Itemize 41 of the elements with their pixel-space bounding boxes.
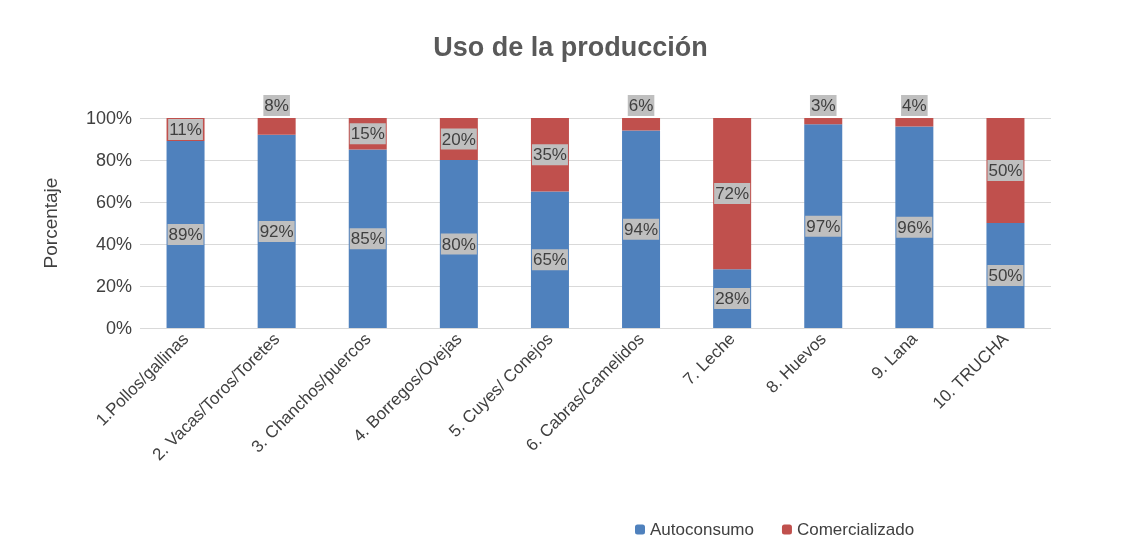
data-label: 50% bbox=[988, 161, 1023, 180]
data-label: 11% bbox=[169, 120, 202, 140]
bar bbox=[348, 149, 387, 328]
data-label: 15% bbox=[350, 124, 385, 144]
data-label: 96% bbox=[897, 217, 932, 237]
data-label: 94% bbox=[624, 219, 659, 239]
bar bbox=[804, 124, 843, 328]
y-tick-label: 60% bbox=[95, 192, 132, 212]
bar bbox=[166, 141, 205, 328]
data-label: 8% bbox=[264, 96, 289, 115]
bar bbox=[804, 118, 843, 125]
bar bbox=[895, 126, 934, 328]
chart-title: Uso de la producción bbox=[433, 31, 708, 62]
y-tick-label: 0% bbox=[105, 318, 132, 338]
data-label: 85% bbox=[350, 229, 385, 249]
data-label: 89% bbox=[168, 225, 203, 245]
y-tick-label: 100% bbox=[85, 108, 132, 128]
data-label: 6% bbox=[628, 96, 654, 115]
bar bbox=[895, 118, 934, 127]
y-tick-label: 40% bbox=[95, 234, 132, 254]
data-label: 92% bbox=[259, 221, 294, 241]
data-label: 65% bbox=[532, 250, 567, 270]
y-tick-label: 80% bbox=[95, 150, 132, 170]
data-label: 97% bbox=[806, 216, 841, 236]
y-tick-label: 20% bbox=[95, 276, 132, 296]
data-label: 28% bbox=[715, 289, 750, 309]
data-label: 50% bbox=[988, 266, 1023, 285]
data-label: 3% bbox=[810, 96, 836, 115]
legend-label: Comercializado bbox=[796, 520, 915, 539]
bar bbox=[439, 160, 478, 328]
data-label: 80% bbox=[441, 234, 476, 254]
legend-label: Autoconsumo bbox=[650, 520, 754, 539]
bar bbox=[257, 118, 296, 135]
bar bbox=[622, 118, 661, 131]
bar bbox=[257, 134, 296, 328]
y-axis-title: Porcentaje bbox=[40, 177, 61, 269]
bar bbox=[622, 130, 661, 328]
data-label: 20% bbox=[441, 129, 476, 149]
data-label: 72% bbox=[715, 184, 750, 204]
data-label: 35% bbox=[532, 145, 567, 165]
data-label: 4% bbox=[902, 96, 927, 115]
